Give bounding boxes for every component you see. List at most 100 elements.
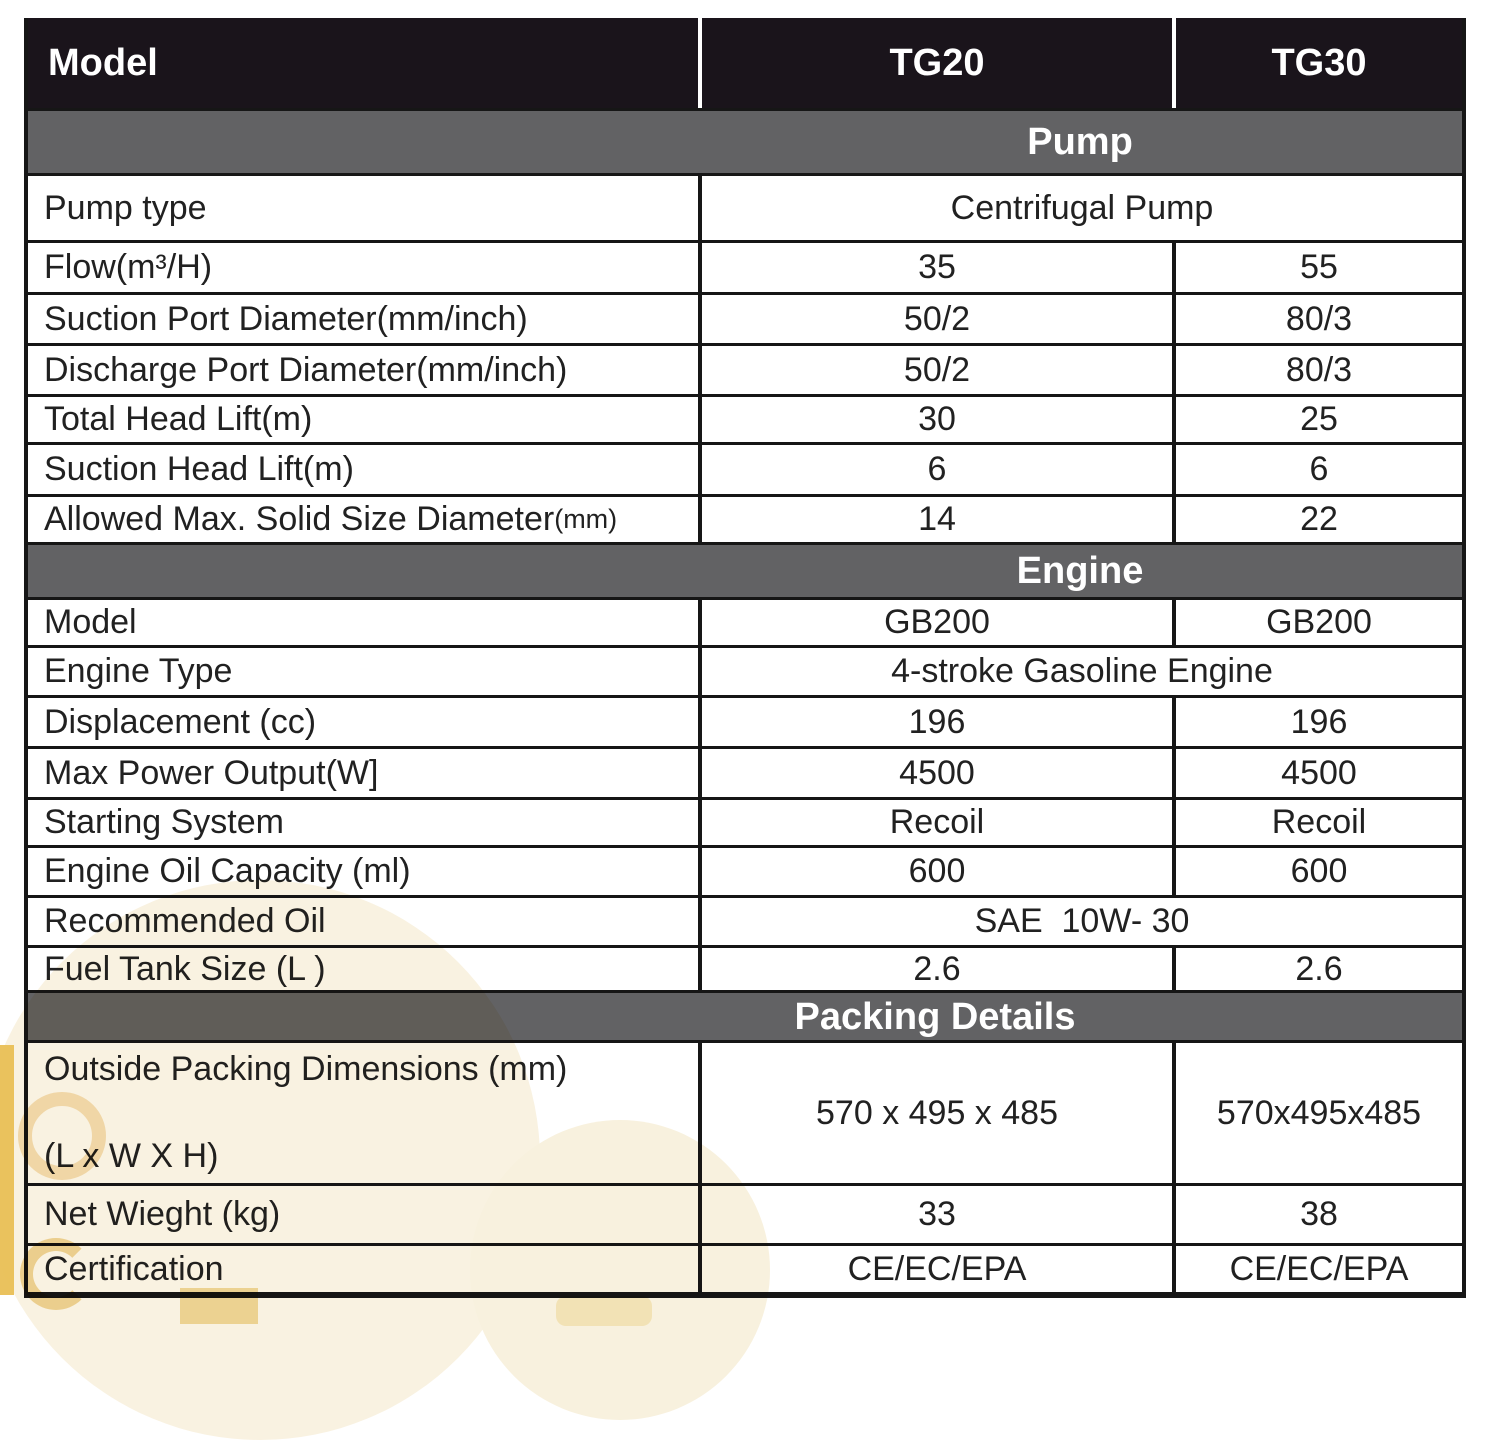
- value-tg30-cell: 570x495x485: [1172, 1043, 1462, 1183]
- header-tg30-label: TG30: [1271, 41, 1367, 84]
- row-label-cell: Max Power Output(W]: [28, 749, 698, 797]
- value-tg30: 25: [1300, 400, 1338, 438]
- merged-value: SAE 10W- 30: [974, 902, 1190, 940]
- value-tg20: 50/2: [903, 299, 971, 338]
- value-tg30: 80/3: [1285, 350, 1353, 389]
- row-label: Net Wieght (kg): [44, 1195, 281, 1233]
- table-row-engine-model: Model GB200 GB200: [28, 597, 1462, 645]
- row-label: Pump type: [44, 188, 207, 227]
- value-tg20: CE/EC/EPA: [847, 1249, 1027, 1288]
- value-tg20-cell: 196: [698, 698, 1172, 746]
- row-label: Discharge Port Diameter(mm/inch): [44, 350, 568, 389]
- value-tg30: 2.6: [1295, 949, 1343, 988]
- table-row-certification: Certification CE/EC/EPA CE/EC/EPA: [28, 1243, 1462, 1292]
- value-tg20-cell: 600: [698, 848, 1172, 895]
- value-tg30: CE/EC/EPA: [1229, 1249, 1409, 1288]
- watermark-fragment: [556, 1296, 652, 1326]
- value-tg30-cell: CE/EC/EPA: [1172, 1246, 1462, 1292]
- value-tg20: 35: [918, 248, 956, 286]
- table-row-pump-type: Pump type Centrifugal Pump: [28, 173, 1462, 240]
- row-label-cell: Allowed Max. Solid Size Diameter (mm): [28, 497, 698, 542]
- value-tg20: 6: [927, 450, 947, 488]
- table-row-packing-dimensions: Outside Packing Dimensions (mm) (L x W X…: [28, 1040, 1462, 1183]
- table-header-row: Model TG20 TG30: [28, 18, 1462, 108]
- header-model-label: Model: [48, 41, 158, 84]
- value-tg20: 600: [908, 852, 966, 890]
- header-tg20-cell: TG20: [698, 18, 1172, 108]
- value-tg20-cell: 50/2: [698, 346, 1172, 394]
- value-tg20: 4500: [899, 753, 975, 792]
- value-tg30-cell: 6: [1172, 445, 1462, 494]
- row-label-cell: Model: [28, 600, 698, 645]
- row-label-cell: Certification: [28, 1246, 698, 1292]
- row-label-line2: (L x W X H): [44, 1137, 219, 1175]
- value-tg30: GB200: [1266, 603, 1372, 641]
- row-label-cell: Engine Oil Capacity (ml): [28, 848, 698, 895]
- value-tg30: 80/3: [1285, 299, 1353, 338]
- merged-value-cell: Centrifugal Pump: [698, 176, 1462, 240]
- row-label: Total Head Lift(m): [44, 400, 313, 438]
- row-label-cell: Flow(m³/H): [28, 243, 698, 292]
- row-label: Engine Type: [44, 652, 233, 690]
- value-tg20-cell: 2.6: [698, 948, 1172, 990]
- row-label: Allowed Max. Solid Size Diameter: [44, 500, 555, 538]
- row-label: Suction Head Lift(m): [44, 450, 354, 488]
- watermark-gold-strip: [0, 1045, 14, 1295]
- header-tg20-label: TG20: [889, 41, 985, 84]
- value-tg30-cell: 25: [1172, 397, 1462, 442]
- row-label: Starting System: [44, 803, 284, 841]
- value-tg20-cell: 570 x 495 x 485: [698, 1043, 1172, 1183]
- section-title-engine: Engine: [1016, 550, 1144, 592]
- section-title-pump: Pump: [1027, 121, 1133, 163]
- section-band-pump: Pump: [28, 108, 1462, 173]
- value-tg20: 196: [908, 702, 966, 741]
- table-row-suction-port: Suction Port Diameter(mm/inch) 50/2 80/3: [28, 292, 1462, 343]
- section-title-packing: Packing Details: [794, 995, 1076, 1038]
- value-tg20-cell: CE/EC/EPA: [698, 1246, 1172, 1292]
- row-label-cell: Net Wieght (kg): [28, 1186, 698, 1243]
- table-row-engine-type: Engine Type 4-stroke Gasoline Engine: [28, 645, 1462, 695]
- row-label: Displacement (cc): [44, 702, 317, 741]
- merged-value: Centrifugal Pump: [950, 188, 1214, 227]
- value-tg30-cell: 80/3: [1172, 346, 1462, 394]
- merged-value-cell: 4-stroke Gasoline Engine: [698, 648, 1462, 695]
- row-label-cell: Total Head Lift(m): [28, 397, 698, 442]
- row-label: Max Power Output(W]: [44, 753, 379, 792]
- row-label: Fuel Tank Size (L ): [44, 949, 326, 988]
- value-tg30-cell: 22: [1172, 497, 1462, 542]
- value-tg20: Recoil: [889, 803, 985, 841]
- row-label: Recommended Oil: [44, 902, 326, 940]
- table-row-displacement: Displacement (cc) 196 196: [28, 695, 1462, 746]
- table-row-net-weight: Net Wieght (kg) 33 38: [28, 1183, 1462, 1243]
- table-row-suction-head-lift: Suction Head Lift(m) 6 6: [28, 442, 1462, 494]
- value-tg30-cell: Recoil: [1172, 800, 1462, 845]
- row-label-cell: Outside Packing Dimensions (mm) (L x W X…: [28, 1043, 698, 1183]
- value-tg30: 22: [1300, 500, 1338, 538]
- row-label-cell: Pump type: [28, 176, 698, 240]
- row-label-unit: (mm): [554, 504, 618, 534]
- value-tg20: 2.6: [913, 949, 961, 988]
- table-row-max-solid-size: Allowed Max. Solid Size Diameter (mm) 14 …: [28, 494, 1462, 542]
- value-tg20: 30: [918, 400, 956, 438]
- value-tg20-cell: 50/2: [698, 295, 1172, 343]
- value-tg30: 196: [1290, 702, 1348, 741]
- value-tg30-cell: 196: [1172, 698, 1462, 746]
- value-tg30: 55: [1300, 248, 1338, 286]
- section-band-packing: Packing Details: [28, 990, 1462, 1040]
- table-row-recommended-oil: Recommended Oil SAE 10W- 30: [28, 895, 1462, 945]
- value-tg20: 33: [918, 1195, 956, 1233]
- row-label-cell: Fuel Tank Size (L ): [28, 948, 698, 990]
- value-tg20-cell: 6: [698, 445, 1172, 494]
- value-tg30-cell: 4500: [1172, 749, 1462, 797]
- table-row-flow: Flow(m³/H) 35 55: [28, 240, 1462, 292]
- section-band-engine: Engine: [28, 542, 1462, 597]
- value-tg30-cell: 600: [1172, 848, 1462, 895]
- value-tg20-cell: 14: [698, 497, 1172, 542]
- row-label-cell: Discharge Port Diameter(mm/inch): [28, 346, 698, 394]
- header-model-cell: Model: [28, 18, 698, 108]
- value-tg20-cell: 35: [698, 243, 1172, 292]
- value-tg30-cell: 38: [1172, 1186, 1462, 1243]
- row-label-cell: Suction Port Diameter(mm/inch): [28, 295, 698, 343]
- value-tg30-cell: 2.6: [1172, 948, 1462, 990]
- spec-sheet-page: { "colors": { "header_bg": "#1a141b", "s…: [0, 18, 1466, 1440]
